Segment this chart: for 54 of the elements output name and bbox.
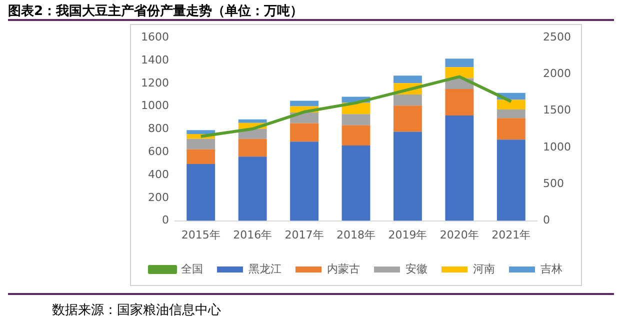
bar <box>496 110 526 118</box>
bar <box>445 115 474 221</box>
y2-tick-label: 1500 <box>543 104 572 117</box>
x-tick-label: 2017年 <box>284 228 324 242</box>
bar <box>238 138 267 157</box>
bar <box>496 140 526 221</box>
legend-label: 全国 <box>181 264 203 276</box>
y2-tick-label: 500 <box>543 177 564 190</box>
y-tick-label: 800 <box>148 122 169 136</box>
bar <box>393 132 422 221</box>
bar <box>445 58 474 68</box>
bar <box>186 138 216 150</box>
bar <box>393 76 422 84</box>
y2-tick-label: 2500 <box>543 30 572 44</box>
bar <box>342 125 370 146</box>
y-tick-label: 400 <box>148 168 169 181</box>
x-tick-label: 2018年 <box>336 228 376 242</box>
bar <box>342 145 370 221</box>
x-tick-label: 2016年 <box>233 228 272 242</box>
bar <box>186 149 216 164</box>
source-note: 数据来源：国家粮油信息中心 <box>52 302 221 319</box>
x-tick-label: 2020年 <box>440 228 479 242</box>
bar <box>290 100 319 106</box>
bar <box>496 100 526 110</box>
bar <box>186 130 216 134</box>
x-tick-label: 2019年 <box>388 228 428 242</box>
chart-title: 图表2：我国大豆主产省份产量走势（单位：万吨） <box>8 2 304 20</box>
y-tick-label: 1000 <box>140 99 169 112</box>
y-tick-label: 1400 <box>140 53 169 66</box>
bar <box>342 114 370 126</box>
legend-label: 内蒙古 <box>327 262 360 276</box>
bar <box>496 118 526 140</box>
y2-tick-label: 2000 <box>543 67 572 80</box>
y2-tick-label: 1000 <box>543 140 572 154</box>
bar <box>238 119 267 123</box>
bar <box>290 123 319 142</box>
y2-tick-label: 0 <box>543 214 550 227</box>
bar <box>290 142 319 221</box>
bar <box>393 106 422 132</box>
y-tick-label: 0 <box>162 214 169 227</box>
bar <box>393 94 422 106</box>
legend-label: 黑龙江 <box>248 262 282 276</box>
x-tick-label: 2015年 <box>181 228 220 242</box>
bar <box>445 89 474 116</box>
y-tick-label: 1600 <box>140 30 169 44</box>
x-tick-label: 2021年 <box>492 228 531 242</box>
bar <box>238 156 267 221</box>
y-tick-label: 200 <box>148 190 169 204</box>
legend-label: 河南 <box>473 262 495 276</box>
legend-label: 安徽 <box>406 262 428 276</box>
bar <box>186 164 216 221</box>
legend-label: 吉林 <box>540 262 562 276</box>
y-tick-label: 1200 <box>140 76 169 90</box>
y-tick-label: 600 <box>148 144 169 158</box>
